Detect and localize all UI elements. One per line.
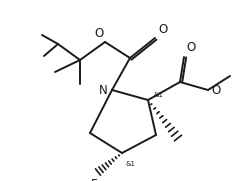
Text: &1: &1 [154, 92, 164, 98]
Text: &1: &1 [126, 161, 136, 167]
Text: N: N [99, 83, 108, 96]
Text: O: O [211, 83, 220, 96]
Text: O: O [95, 27, 104, 40]
Text: F: F [91, 178, 97, 181]
Text: O: O [186, 41, 195, 54]
Text: O: O [158, 23, 167, 36]
